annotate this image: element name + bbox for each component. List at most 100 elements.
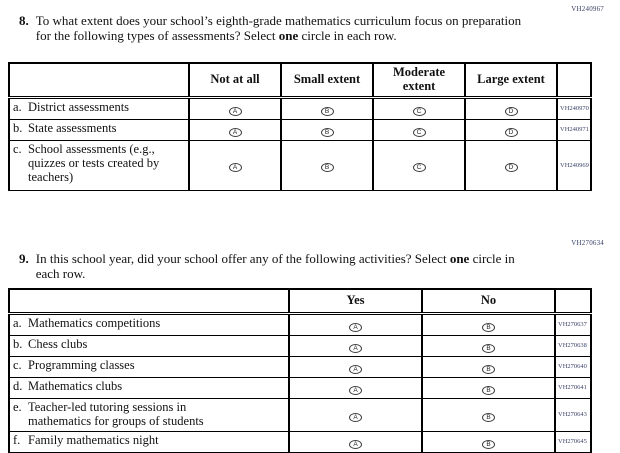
row-label-cell: b. State assessments	[8, 118, 190, 141]
row-label-cell: c. School assessments (e.g., quizzes or t…	[8, 139, 190, 191]
question-text-part: circle in each row.	[35, 251, 515, 282]
option-cell: B	[421, 397, 556, 432]
row-label: Mathematics competitions	[28, 315, 161, 330]
row-letter: d.	[13, 378, 23, 393]
row-label-cell: b. Chess clubs	[8, 334, 290, 357]
q8-response-table: Not at all Small extent Moderate extent Lar…	[8, 62, 592, 191]
option-cell: B	[421, 430, 556, 453]
row-code: VH270643	[554, 397, 592, 432]
column-header-not-at-all: Not at all	[188, 62, 282, 99]
answer-bubble-b[interactable]: B	[482, 343, 495, 353]
table-row: d. Mathematics clubs A B VH270641	[8, 376, 592, 399]
answer-bubble-d[interactable]: D	[504, 106, 518, 116]
answer-bubble-b[interactable]: B	[482, 364, 495, 374]
option-cell: A	[288, 355, 423, 378]
header-empty-cell	[8, 288, 290, 315]
question-text-part: circle in each row.	[298, 28, 397, 44]
option-cell: A	[288, 376, 423, 399]
option-cell: A	[288, 397, 423, 432]
row-code: VH270641	[554, 376, 592, 399]
option-cell: A	[288, 312, 423, 336]
answer-bubble-c[interactable]: C	[412, 106, 426, 116]
answer-bubble-a[interactable]: A	[349, 343, 362, 353]
header-empty-cell	[8, 62, 190, 99]
question-text-part: In this school year, did your school off…	[35, 251, 450, 266]
row-label: State assessments	[28, 120, 117, 135]
row-label-cell: c. Programming classes	[8, 355, 290, 378]
question-number: 9.	[19, 251, 29, 266]
row-label-cell: a. District assessments	[8, 96, 190, 120]
row-code: VH270638	[554, 334, 592, 357]
answer-bubble-b[interactable]: B	[482, 322, 495, 332]
row-letter: f.	[13, 432, 21, 447]
option-cell: B	[421, 376, 556, 399]
answer-bubble-c[interactable]: C	[412, 163, 426, 172]
column-header-no: No	[421, 288, 556, 315]
row-letter: c.	[13, 357, 22, 372]
row-label-cell: d. Mathematics clubs	[8, 376, 290, 399]
column-header-large-extent: Large extent	[464, 62, 558, 99]
row-letter: b.	[13, 120, 23, 135]
row-code: VH240971	[556, 118, 592, 141]
option-cell: A	[288, 430, 423, 453]
question-text-bold: one	[278, 28, 299, 44]
answer-bubble-a[interactable]: A	[349, 412, 362, 422]
row-label-cell: e. Teacher-led tutoring sessions in mathe…	[8, 397, 290, 432]
row-letter: a.	[13, 99, 22, 114]
table-row: b. State assessments A B C D VH240971	[8, 118, 592, 141]
row-label: Programming classes	[28, 357, 135, 372]
answer-bubble-b[interactable]: B	[320, 127, 334, 137]
answer-bubble-c[interactable]: C	[412, 127, 426, 137]
row-letter: b.	[13, 336, 23, 351]
option-cell: C	[372, 139, 466, 191]
answer-bubble-b[interactable]: B	[320, 106, 334, 116]
question-text: In this school year, did your school off…	[36, 251, 541, 282]
option-cell: A	[188, 118, 282, 141]
answer-bubble-b[interactable]: B	[320, 163, 334, 172]
option-cell: A	[188, 139, 282, 191]
question-8-form-code: VH240967	[571, 5, 604, 13]
row-code: VH270640	[554, 355, 592, 378]
answer-bubble-a[interactable]: A	[228, 127, 242, 137]
table-row: c. School assessments (e.g., quizzes or t…	[8, 139, 592, 191]
table-row: e. Teacher-led tutoring sessions in mathe…	[8, 397, 592, 432]
question-9-form-code: VH270634	[571, 239, 604, 247]
answer-bubble-a[interactable]: A	[349, 322, 362, 332]
answer-bubble-a[interactable]: A	[349, 439, 362, 449]
question-text-bold: one	[449, 251, 470, 266]
answer-bubble-b[interactable]: B	[482, 412, 495, 422]
row-code: VH240970	[556, 96, 592, 120]
option-cell: B	[280, 96, 374, 120]
row-code: VH270637	[554, 312, 592, 336]
answer-bubble-a[interactable]: A	[228, 163, 242, 172]
answer-bubble-b[interactable]: B	[482, 439, 495, 449]
table-row: a. Mathematics competitions A B VH270637	[8, 312, 592, 336]
row-label-cell: a. Mathematics competitions	[8, 312, 290, 336]
question-8: 8. To what extent does your school’s eig…	[19, 13, 526, 44]
row-label: Chess clubs	[28, 336, 88, 351]
column-header-moderate-extent: Moderate extent	[372, 62, 466, 99]
table-row: b. Chess clubs A B VH270638	[8, 334, 592, 357]
option-cell: D	[464, 139, 558, 191]
option-cell: B	[421, 312, 556, 336]
row-label: School assessments (e.g., quizzes or tes…	[28, 141, 160, 184]
answer-bubble-d[interactable]: D	[504, 163, 518, 172]
answer-bubble-a[interactable]: A	[349, 385, 362, 395]
option-cell: B	[421, 355, 556, 378]
answer-bubble-a[interactable]: A	[228, 106, 242, 116]
row-letter: e.	[13, 399, 22, 414]
header-code-cell	[554, 288, 592, 315]
column-header-yes: Yes	[288, 288, 423, 315]
question-text: To what extent does your school’s eighth…	[36, 13, 526, 44]
row-code: VH270645	[554, 430, 592, 453]
q9-response-table: Yes No a. Mathematics competitions A B VH27063…	[8, 288, 592, 453]
answer-bubble-a[interactable]: A	[349, 364, 362, 374]
row-label: Teacher-led tutoring sessions in mathema…	[28, 399, 204, 428]
row-label: Mathematics clubs	[28, 378, 123, 393]
question-9: 9. In this school year, did your school …	[19, 251, 541, 282]
table-row: a. District assessments A B C D VH240970	[8, 96, 592, 120]
row-letter: a.	[13, 315, 22, 330]
row-label: District assessments	[28, 99, 130, 114]
answer-bubble-b[interactable]: B	[482, 385, 495, 395]
answer-bubble-d[interactable]: D	[504, 127, 518, 137]
